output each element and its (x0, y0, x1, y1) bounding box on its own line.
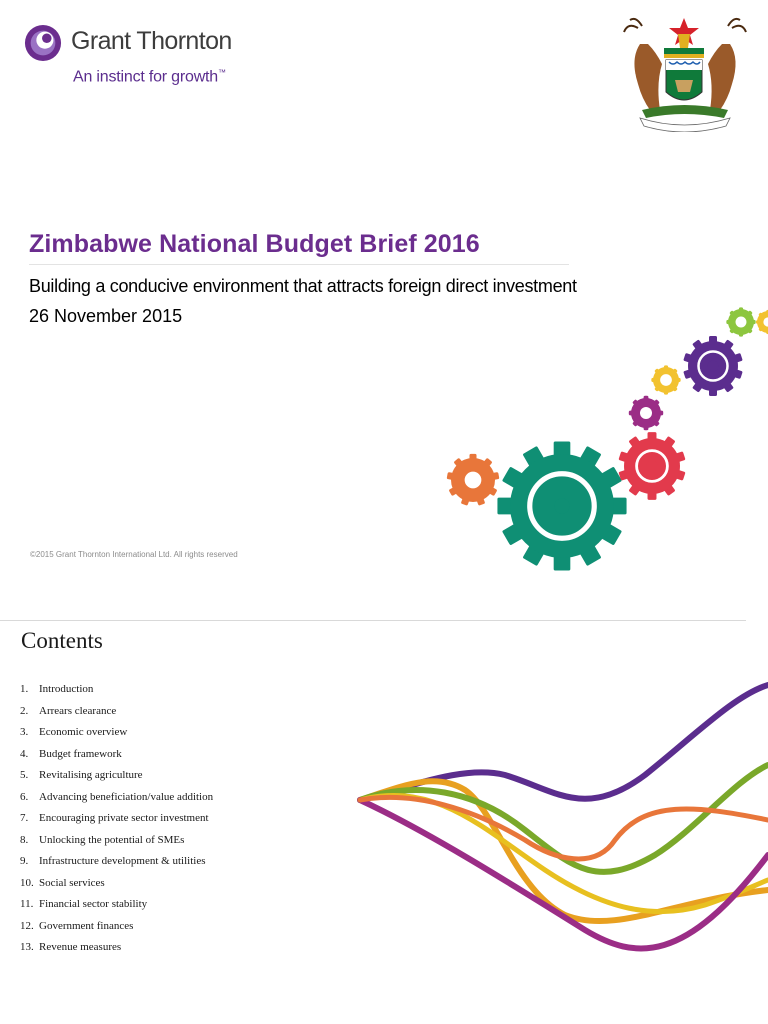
grant-thornton-swirl-icon (24, 24, 62, 62)
contents-item[interactable]: 6. Advancing beneficiation/value addition (20, 791, 213, 813)
gear-orange (446, 453, 500, 506)
contents-item[interactable]: 2. Arrears clearance (20, 705, 213, 727)
contents-item-label: Introduction (39, 683, 94, 695)
contents-item-number: 11. (20, 898, 34, 910)
contents-item-label: Revitalising agriculture (39, 769, 143, 781)
contents-item[interactable]: 3. Economic overview (20, 726, 213, 748)
contents-heading: Contents (21, 628, 103, 653)
grant-thornton-logo: Grant Thornton An instinct for growth™ (24, 22, 244, 92)
contents-item-number: 9. (20, 855, 29, 867)
contents-item-label: Financial sector stability (39, 898, 148, 910)
document-date: 26 November 2015 (29, 306, 183, 326)
contents-item[interactable]: 9. Infrastructure development & utilities (20, 855, 213, 877)
contents-item[interactable]: 10. Social services (20, 877, 213, 899)
gear-green (726, 307, 756, 337)
contents-item[interactable]: 13. Revenue measures (20, 941, 213, 963)
contents-item-label: Infrastructure development & utilities (39, 855, 206, 867)
contents-item[interactable]: 11. Financial sector stability (20, 898, 213, 920)
gear-red (618, 432, 686, 500)
contents-item[interactable]: 7. Encouraging private sector investment (20, 812, 213, 834)
page-divider (0, 620, 746, 621)
contents-item-label: Arrears clearance (39, 704, 117, 717)
contents-item-label: Economic overview (39, 726, 128, 738)
contents-item-number: 13. (20, 941, 34, 953)
gear-magenta (628, 395, 664, 431)
contents-item[interactable]: 12. Government finances (20, 920, 213, 942)
wave-ribbons-graphic (357, 682, 768, 952)
contents-item[interactable]: 5. Revitalising agriculture (20, 769, 213, 791)
contents-item-number: 10. (20, 876, 34, 889)
brand-tagline: An instinct for growth™ (73, 68, 226, 86)
contents-item-label: Budget framework (39, 747, 122, 760)
table-of-contents: 1. Introduction 2. Arrears clearance 3. Econo… (20, 683, 213, 963)
gear-yellow-small (755, 309, 768, 335)
contents-item-number: 2. (20, 704, 29, 717)
gears-graphic (446, 307, 768, 571)
contents-item[interactable]: 4. Budget framework (20, 748, 213, 770)
contents-item-number: 5. (20, 769, 29, 781)
contents-item[interactable]: 1. Introduction (20, 683, 213, 705)
contents-item-label: Revenue measures (39, 941, 122, 953)
document-title: Zimbabwe National Budget Brief 2016 (29, 230, 480, 258)
contents-item-label: Government finances (39, 919, 134, 932)
contents-item-label: Advancing beneficiation/value addition (39, 790, 214, 803)
contents-item[interactable]: 8. Unlocking the potential of SMEs (20, 834, 213, 856)
contents-item-number: 12. (20, 919, 34, 932)
contents-item-label: Encouraging private sector investment (39, 812, 209, 824)
contents-item-number: 4. (20, 747, 29, 760)
brand-name: Grant Thornton (71, 27, 232, 55)
contents-item-label: Unlocking the potential of SMEs (39, 833, 185, 846)
contents-item-number: 7. (20, 812, 29, 824)
zimbabwe-coat-of-arms-icon (623, 17, 747, 132)
gear-yellow (651, 365, 681, 395)
copyright-notice: ©2015 Grant Thornton International Ltd. … (30, 550, 238, 559)
contents-item-number: 1. (20, 683, 29, 695)
gear-purple (683, 336, 743, 396)
gear-teal (497, 441, 627, 571)
contents-item-number: 6. (20, 790, 29, 803)
contents-item-number: 3. (20, 726, 29, 738)
contents-item-number: 8. (20, 833, 29, 846)
title-divider (29, 264, 569, 265)
document-subtitle: Building a conducive environment that at… (29, 276, 577, 296)
contents-item-label: Social services (39, 876, 105, 889)
